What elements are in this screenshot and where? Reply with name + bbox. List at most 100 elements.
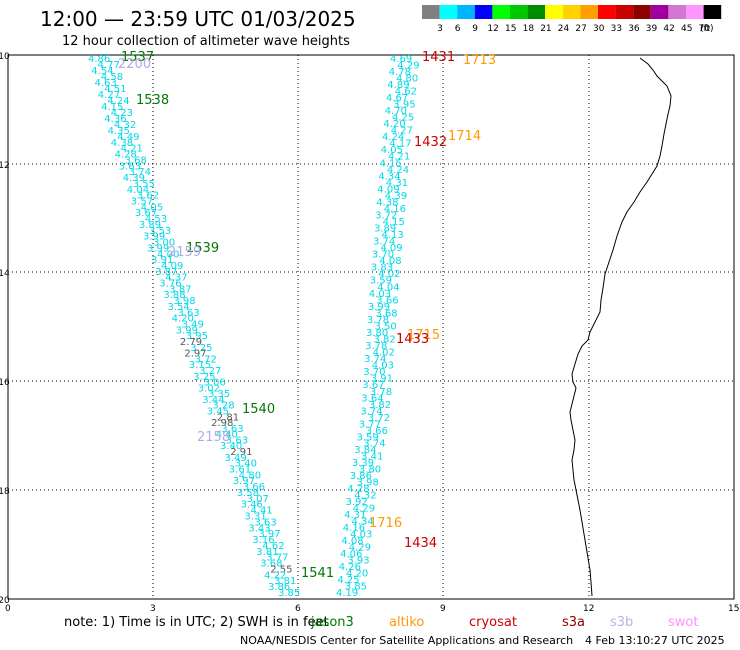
track-a-value: 3.91 [151,255,173,266]
track-a-value: 3.00 [153,238,175,249]
pass-2158: 2158 [197,430,230,445]
pass-1538: 1538 [136,93,169,108]
track-b-value: 4.03 [369,289,391,300]
pass-2200: 2200 [118,57,151,72]
track-b-value: 4.31 [386,178,408,189]
pass-1431: 1431 [422,50,455,65]
color-scale-swatch [598,5,616,19]
track-b-value: 3.84 [354,445,376,456]
track-a-value: 3.86 [268,582,290,593]
x-tick-6: 6 [295,604,301,614]
track-a-value: 3.45 [207,407,229,418]
track-a-value: 3.95 [186,331,208,342]
color-scale-label: 6 [455,24,461,34]
color-scale-swatch [439,5,458,19]
track-b-value: 3.64 [361,393,383,404]
track-a-value: 3.99 [176,325,198,336]
track-a-value: 4.23 [111,108,133,119]
pass-1539: 1539 [186,241,219,256]
color-scale-swatch [422,5,440,19]
pass-1540: 1540 [242,402,275,417]
color-scale-label: 18 [523,24,535,34]
track-a-value: 3.87 [155,267,177,278]
y-tick-12: -12 [0,161,10,171]
track-a-value: 3.25 [190,343,212,354]
track-b-value: 4.15 [380,158,402,169]
track-b-value: 4.28 [347,484,369,495]
track-a-value: 3.49 [225,453,247,464]
track-a-value: 3.97 [258,529,280,540]
track-b-value: 4.24 [387,165,409,176]
track-b-value: 4.04 [377,282,399,293]
track-a-value: 3.89 [139,220,161,231]
track-a-value: 4.27 [98,90,120,101]
y-tick-18: -18 [0,487,10,497]
track-b-value: 4.15 [383,217,405,228]
track-b-value: 4.32 [354,490,376,501]
track-a-value: 3.66 [243,482,265,493]
track-a-value: 3.31 [245,512,267,523]
track-a-value: 4.38 [111,138,133,149]
color-scale-swatch [668,5,686,19]
color-scale-label: 36 [628,24,640,34]
x-tick-9: 9 [440,604,446,614]
track-b-value: 4.29 [349,542,371,553]
track-b-value: 3.78 [367,315,389,326]
pass-1433: 1433 [396,332,429,347]
track-a-value: 3.28 [212,401,234,412]
track-b-value: 4.25 [337,575,359,586]
track-a-value: 2.91 [230,447,252,458]
color-scale-swatch [510,5,528,19]
track-b-value: 4.13 [382,230,404,241]
track-b-value: 4.16 [343,523,365,534]
color-scale-swatch [474,5,493,19]
track-b-value: 3.66 [366,426,388,437]
track-a-value: 4.24 [107,96,129,107]
track-a-value: 4.62 [262,541,284,552]
track-b-value: 4.24 [382,132,404,143]
track-b-value: 3.78 [365,341,387,352]
track-a-value: 4.80 [239,470,261,481]
track-b-value: 3.98 [357,477,379,488]
track-a-value: 3.53 [149,226,171,237]
color-scale-swatch [686,5,704,19]
track-a-value: 3.99 [147,243,169,254]
track-b-value: 4.08 [341,536,363,547]
coastline [569,57,672,597]
track-a-value: 3.87 [169,284,191,295]
track-a-value: 3.35 [208,389,230,400]
track-b-value: 3.74 [363,439,385,450]
track-a-value: 3.85 [278,588,300,599]
legend-altiko: altiko [389,615,424,630]
color-scale-label: 21 [540,24,551,34]
track-a-value: 4.09 [161,261,183,272]
track-b-value: 4.05 [381,145,403,156]
track-a-value: 4.40 [216,430,238,441]
track-a-value: 4.32 [114,120,136,131]
track-a-value: 4.28 [115,150,137,161]
footer-agency: NOAA/NESDIS Center for Satellite Applica… [240,634,573,647]
track-b-value: 4.03 [350,529,372,540]
track-b-value: 4.17 [389,139,411,150]
legend-s3a: s3a [562,615,585,630]
x-tick-15: 15 [728,604,739,614]
note-text: note: 1) Time is in UTC; 2) SWH is in fe… [64,615,329,630]
track-b-value: 4.38 [376,197,398,208]
track-a-value: 3.77 [266,553,288,564]
track-b-value: 3.82 [369,400,391,411]
color-scale-swatch [527,5,546,19]
color-scale-swatch [580,5,598,19]
legend-cryosat: cryosat [469,615,517,630]
x-tick-3: 3 [150,604,156,614]
track-a-value: 3.72 [195,354,217,365]
track-a-value: 3.06 [204,378,226,389]
track-a-value: 3.97 [233,476,255,487]
color-scale: 3 6 9 12 15 18 21 24 27 30 33 36 39 42 45 70 [422,5,722,34]
track-a-value: 3.49 [182,320,204,331]
track-b-value: 3.70 [363,367,385,378]
track-a-value: 2.55 [270,565,292,576]
track-a-value: 2.97 [184,349,206,360]
track-b-value: 3.70 [372,250,394,261]
track-a-value: 3.62 [137,191,159,202]
